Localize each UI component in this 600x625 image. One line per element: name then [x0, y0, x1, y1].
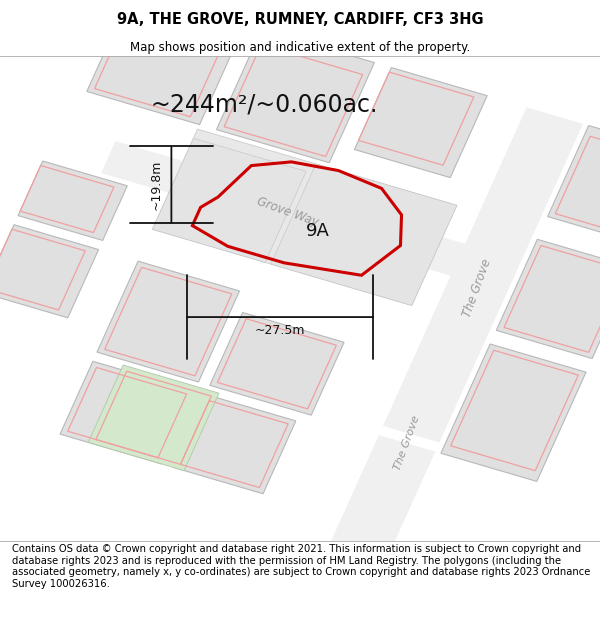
- Polygon shape: [217, 29, 374, 162]
- Polygon shape: [18, 161, 127, 241]
- Polygon shape: [271, 164, 457, 306]
- Polygon shape: [0, 225, 98, 318]
- Polygon shape: [60, 361, 194, 464]
- Text: 9A, THE GROVE, RUMNEY, CARDIFF, CF3 3HG: 9A, THE GROVE, RUMNEY, CARDIFF, CF3 3HG: [116, 12, 484, 28]
- Text: ~244m²/~0.060ac.: ~244m²/~0.060ac.: [151, 92, 377, 117]
- Polygon shape: [496, 239, 600, 359]
- Polygon shape: [548, 126, 600, 245]
- Polygon shape: [355, 68, 487, 178]
- Text: ~19.8m: ~19.8m: [149, 159, 163, 210]
- Text: The Grove: The Grove: [460, 258, 493, 319]
- Text: 9A: 9A: [305, 222, 329, 241]
- Polygon shape: [383, 107, 583, 442]
- Polygon shape: [322, 435, 435, 579]
- Polygon shape: [152, 138, 306, 262]
- Polygon shape: [97, 261, 239, 382]
- Polygon shape: [173, 394, 296, 494]
- Polygon shape: [210, 312, 344, 415]
- Polygon shape: [101, 141, 482, 281]
- Text: ~27.5m: ~27.5m: [255, 324, 305, 338]
- Polygon shape: [152, 129, 457, 306]
- Text: The Grove: The Grove: [392, 414, 422, 472]
- Polygon shape: [87, 0, 245, 124]
- Polygon shape: [88, 365, 219, 471]
- Text: Map shows position and indicative extent of the property.: Map shows position and indicative extent…: [130, 41, 470, 54]
- Text: Contains OS data © Crown copyright and database right 2021. This information is : Contains OS data © Crown copyright and d…: [12, 544, 590, 589]
- Polygon shape: [441, 344, 586, 481]
- Text: Grove Way: Grove Way: [255, 195, 320, 229]
